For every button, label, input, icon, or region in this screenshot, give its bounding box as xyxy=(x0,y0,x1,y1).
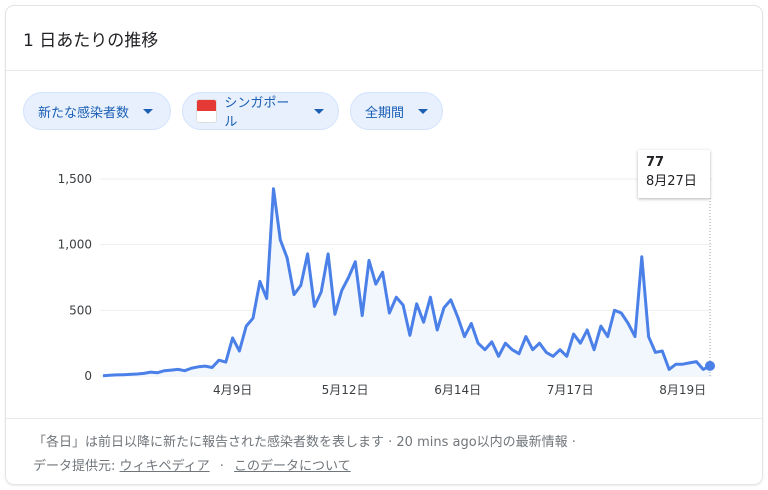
source-label: データ提供元: xyxy=(33,459,116,474)
y-tick-label: 1,500 xyxy=(58,172,92,186)
period-dropdown[interactable]: 全期間 xyxy=(350,92,443,130)
y-tick-label: 1,000 xyxy=(58,238,92,252)
tooltip-date: 8月27日 xyxy=(646,174,697,189)
card-title: 1 日あたりの推移 xyxy=(23,31,159,51)
covid-trend-card xyxy=(5,5,763,485)
series-area xyxy=(103,188,710,376)
chart-tooltip: 77 8月27日 xyxy=(638,150,710,198)
y-tick-label: 500 xyxy=(69,303,92,317)
caret-down-icon xyxy=(143,108,154,114)
about-data-link[interactable]: このデータについて xyxy=(234,459,351,474)
separator: · xyxy=(219,459,224,474)
footer-divider xyxy=(6,418,762,419)
x-tick-label: 7月17日 xyxy=(547,383,594,397)
highlight-point xyxy=(705,360,715,371)
y-tick-label: 0 xyxy=(84,369,92,383)
wikipedia-link[interactable]: ウィキペディア xyxy=(119,459,210,474)
header-divider xyxy=(6,70,762,71)
region-dropdown[interactable]: シンガポール xyxy=(182,92,339,130)
singapore-flag-icon xyxy=(197,100,217,122)
x-tick-label: 4月9日 xyxy=(213,383,252,397)
caret-down-icon xyxy=(418,108,428,114)
x-tick-label: 8月19日 xyxy=(659,383,706,397)
metric-dropdown[interactable]: 新たな感染者数 xyxy=(23,92,171,130)
x-tick-label: 5月12日 xyxy=(322,383,369,397)
caret-down-icon xyxy=(314,108,324,114)
tooltip-value: 77 xyxy=(646,155,665,170)
footer-note: 「各日」は前日以降に新たに報告された感染者数を表します · 20 mins ag… xyxy=(33,435,576,450)
footer-source: データ提供元: ウィキペディア · このデータについて xyxy=(33,455,351,474)
x-tick-label: 6月14日 xyxy=(434,383,481,397)
region-label: シンガポール xyxy=(224,96,290,130)
series-line xyxy=(102,187,711,378)
metric-label: 新たな感染者数 xyxy=(38,105,130,121)
period-label: 全期間 xyxy=(365,105,405,121)
